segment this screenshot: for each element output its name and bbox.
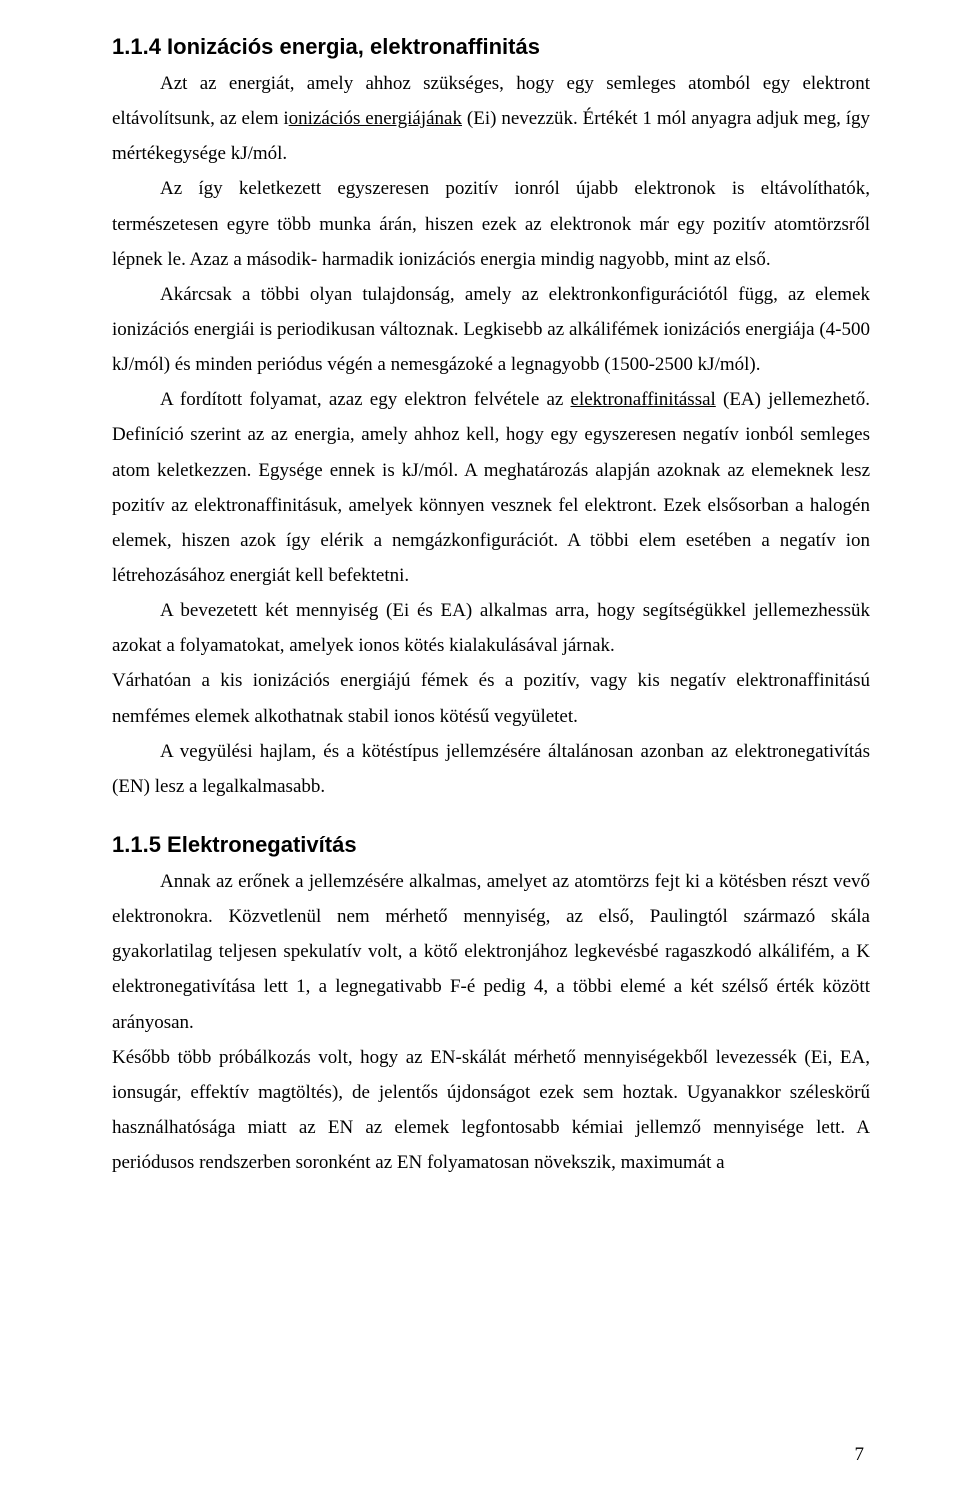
document-page: 1.1.4 Ionizációs energia, elektronaffini…	[0, 0, 960, 1492]
para-s1-p5: A bevezetett két mennyiség (Ei és EA) al…	[112, 593, 870, 663]
term-ionization-energy: onizációs energiájának	[289, 108, 462, 129]
heading-1-1-4: 1.1.4 Ionizációs energia, elektronaffini…	[112, 34, 870, 60]
page-number: 7	[855, 1444, 865, 1466]
para-s1-p2: Az így keletkezett egyszeresen pozitív i…	[112, 171, 870, 276]
para-s1-p3: Akárcsak a többi olyan tulajdonság, amel…	[112, 277, 870, 382]
para-s1-p7: A vegyülési hajlam, és a kötéstípus jell…	[112, 734, 870, 804]
text-run: A fordított folyamat, azaz egy elektron …	[160, 389, 571, 410]
heading-1-1-5: 1.1.5 Elektronegativítás	[112, 832, 870, 858]
text-run: (EA) jellemezhető. Definíció szerint az …	[112, 389, 870, 586]
para-s2-p2: Később több próbálkozás volt, hogy az EN…	[112, 1040, 870, 1181]
term-electron-affinity: elektronaffinitással	[571, 389, 716, 410]
para-s1-p1: Azt az energiát, amely ahhoz szükséges, …	[112, 66, 870, 171]
para-s2-p1: Annak az erőnek a jellemzésére alkalmas,…	[112, 864, 870, 1040]
para-s1-p4: A fordított folyamat, azaz egy elektron …	[112, 382, 870, 593]
para-s1-p6: Várhatóan a kis ionizációs energiájú fém…	[112, 663, 870, 733]
